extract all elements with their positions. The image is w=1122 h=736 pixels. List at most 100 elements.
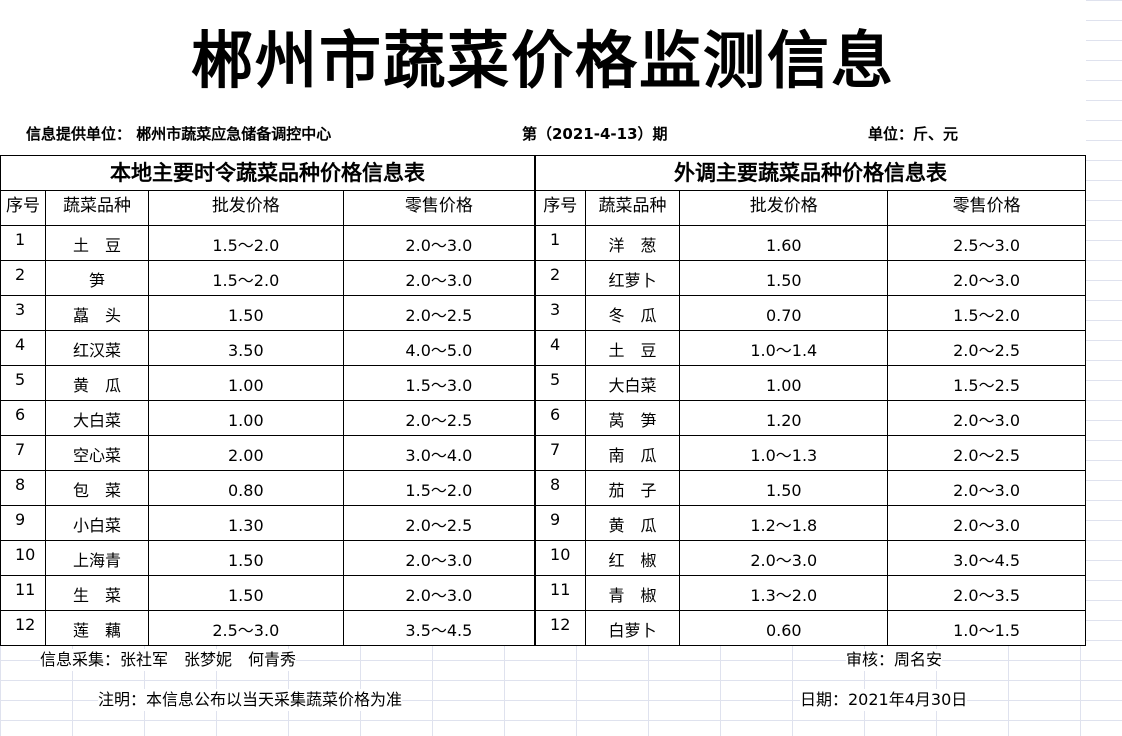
local-cell-variety: 藠 头: [44, 295, 149, 331]
external-cell-wholesale: 0.60: [679, 610, 889, 646]
local-cell-wholesale: 1.50: [147, 540, 344, 576]
external-cell-variety: 土 豆: [584, 330, 681, 366]
external-cell-retail: 2.0～3.0: [887, 505, 1086, 541]
local-cell-retail: 2.0～2.5: [342, 505, 536, 541]
sheet-area: 郴州市蔬菜价格监测信息 信息提供单位： 郴州市蔬菜应急储备调控中心 第（2021…: [0, 24, 1087, 646]
local-cell-variety: 大白菜: [44, 400, 149, 436]
table-row: 12 莲 藕 2.5～3.0 3.5～4.5 12 白萝卜 0.60 1.0～1.5: [0, 610, 1086, 646]
local-cell-index: 8: [0, 470, 46, 506]
local-cell-wholesale: 1.00: [147, 365, 344, 401]
external-cell-retail: 1.5～2.0: [887, 295, 1086, 331]
table-row: 11 生 菜 1.50 2.0～3.0 11 青 椒 1.3～2.0 2.0～3.5: [0, 575, 1086, 611]
external-cell-retail: 1.0～1.5: [887, 610, 1086, 646]
external-cell-retail: 2.0～3.0: [887, 470, 1086, 506]
external-cell-index: 3: [534, 295, 586, 331]
local-cell-index: 2: [0, 260, 46, 296]
external-cell-index: 10: [534, 540, 586, 576]
external-cell-index: 7: [534, 435, 586, 471]
external-cell-variety: 白萝卜: [584, 610, 681, 646]
local-cell-wholesale: 2.5～3.0: [147, 610, 344, 646]
local-cell-variety: 红汉菜: [44, 330, 149, 366]
external-cell-wholesale: 1.00: [679, 365, 889, 401]
local-cell-variety: 上海青: [44, 540, 149, 576]
external-cell-index: 5: [534, 365, 586, 401]
header-variety: 蔬菜品种: [44, 190, 149, 226]
external-cell-retail: 2.0～3.0: [887, 260, 1086, 296]
local-cell-variety: 笋: [44, 260, 149, 296]
external-cell-variety: 红 椒: [584, 540, 681, 576]
local-cell-retail: 2.0～2.5: [342, 295, 536, 331]
table-row: 9 小白菜 1.30 2.0～2.5 9 黄 瓜 1.2～1.8 2.0～3.0: [0, 505, 1086, 541]
header-retail: 零售价格: [887, 190, 1086, 226]
external-cell-index: 11: [534, 575, 586, 611]
local-cell-wholesale: 2.00: [147, 435, 344, 471]
external-cell-index: 6: [534, 400, 586, 436]
local-cell-index: 6: [0, 400, 46, 436]
local-cell-index: 12: [0, 610, 46, 646]
note: 注明：本信息公布以当天采集蔬菜价格为准: [98, 689, 403, 711]
local-cell-wholesale: 1.5～2.0: [147, 260, 344, 296]
local-cell-variety: 空心菜: [44, 435, 149, 471]
external-cell-variety: 黄 瓜: [584, 505, 681, 541]
external-cell-variety: 洋 葱: [584, 225, 681, 261]
local-cell-retail: 1.5～3.0: [342, 365, 536, 401]
external-cell-index: 1: [534, 225, 586, 261]
local-cell-retail: 3.0～4.0: [342, 435, 536, 471]
local-cell-retail: 2.0～2.5: [342, 400, 536, 436]
local-cell-variety: 小白菜: [44, 505, 149, 541]
external-cell-index: 8: [534, 470, 586, 506]
local-cell-retail: 3.5～4.5: [342, 610, 536, 646]
external-cell-wholesale: 1.3～2.0: [679, 575, 889, 611]
header-index: 序号: [534, 190, 586, 226]
info-unit: 单位：斤、元: [868, 125, 959, 143]
local-cell-variety: 黄 瓜: [44, 365, 149, 401]
external-cell-retail: 2.0～2.5: [887, 435, 1086, 471]
local-cell-index: 1: [0, 225, 46, 261]
external-cell-retail: 2.0～2.5: [887, 330, 1086, 366]
external-cell-variety: 青 椒: [584, 575, 681, 611]
local-cell-retail: 2.0～3.0: [342, 225, 536, 261]
header-variety: 蔬菜品种: [584, 190, 681, 226]
local-cell-variety: 包 菜: [44, 470, 149, 506]
local-cell-wholesale: 0.80: [147, 470, 344, 506]
external-cell-wholesale: 0.70: [679, 295, 889, 331]
external-cell-wholesale: 1.2～1.8: [679, 505, 889, 541]
external-cell-wholesale: 1.0～1.4: [679, 330, 889, 366]
local-cell-index: 9: [0, 505, 46, 541]
footer-row-1: 信息采集：张社军 张梦妮 何青秀 审核：周名安: [0, 648, 1086, 672]
external-cell-index: 2: [534, 260, 586, 296]
price-table: 本地主要时令蔬菜品种价格信息表 外调主要蔬菜品种价格信息表 序号 蔬菜品种 批发…: [0, 155, 1087, 646]
local-cell-wholesale: 1.00: [147, 400, 344, 436]
reviewer: 审核：周名安: [846, 649, 943, 671]
page-title: 郴州市蔬菜价格监测信息: [190, 24, 895, 97]
header-retail: 零售价格: [342, 190, 536, 226]
local-cell-retail: 2.0～3.0: [342, 540, 536, 576]
info-row: 信息提供单位： 郴州市蔬菜应急储备调控中心 第（2021-4-13）期 单位：斤…: [0, 122, 1086, 146]
external-cell-retail: 2.5～3.0: [887, 225, 1086, 261]
external-cell-wholesale: 1.60: [679, 225, 889, 261]
local-cell-wholesale: 1.50: [147, 295, 344, 331]
external-cell-retail: 2.0～3.0: [887, 400, 1086, 436]
collectors: 信息采集：张社军 张梦妮 何青秀: [40, 649, 297, 671]
table-row: 2 笋 1.5～2.0 2.0～3.0 2 红萝卜 1.50 2.0～3.0: [0, 260, 1086, 296]
external-cell-wholesale: 1.50: [679, 260, 889, 296]
info-issue: 第（2021-4-13）期: [522, 125, 668, 143]
local-cell-retail: 2.0～3.0: [342, 575, 536, 611]
table-row: 6 大白菜 1.00 2.0～2.5 6 莴 笋 1.20 2.0～3.0: [0, 400, 1086, 436]
external-cell-index: 12: [534, 610, 586, 646]
external-cell-variety: 大白菜: [584, 365, 681, 401]
local-cell-index: 5: [0, 365, 46, 401]
local-cell-wholesale: 1.50: [147, 575, 344, 611]
external-cell-index: 4: [534, 330, 586, 366]
header-index: 序号: [0, 190, 46, 226]
external-cell-retail: 2.0～3.5: [887, 575, 1086, 611]
local-cell-index: 4: [0, 330, 46, 366]
info-provider: 信息提供单位： 郴州市蔬菜应急储备调控中心: [26, 125, 332, 143]
table-row: 10 上海青 1.50 2.0～3.0 10 红 椒 2.0～3.0 3.0～4.5: [0, 540, 1086, 576]
external-cell-variety: 茄 子: [584, 470, 681, 506]
local-cell-index: 7: [0, 435, 46, 471]
local-cell-retail: 4.0～5.0: [342, 330, 536, 366]
local-cell-retail: 2.0～3.0: [342, 260, 536, 296]
